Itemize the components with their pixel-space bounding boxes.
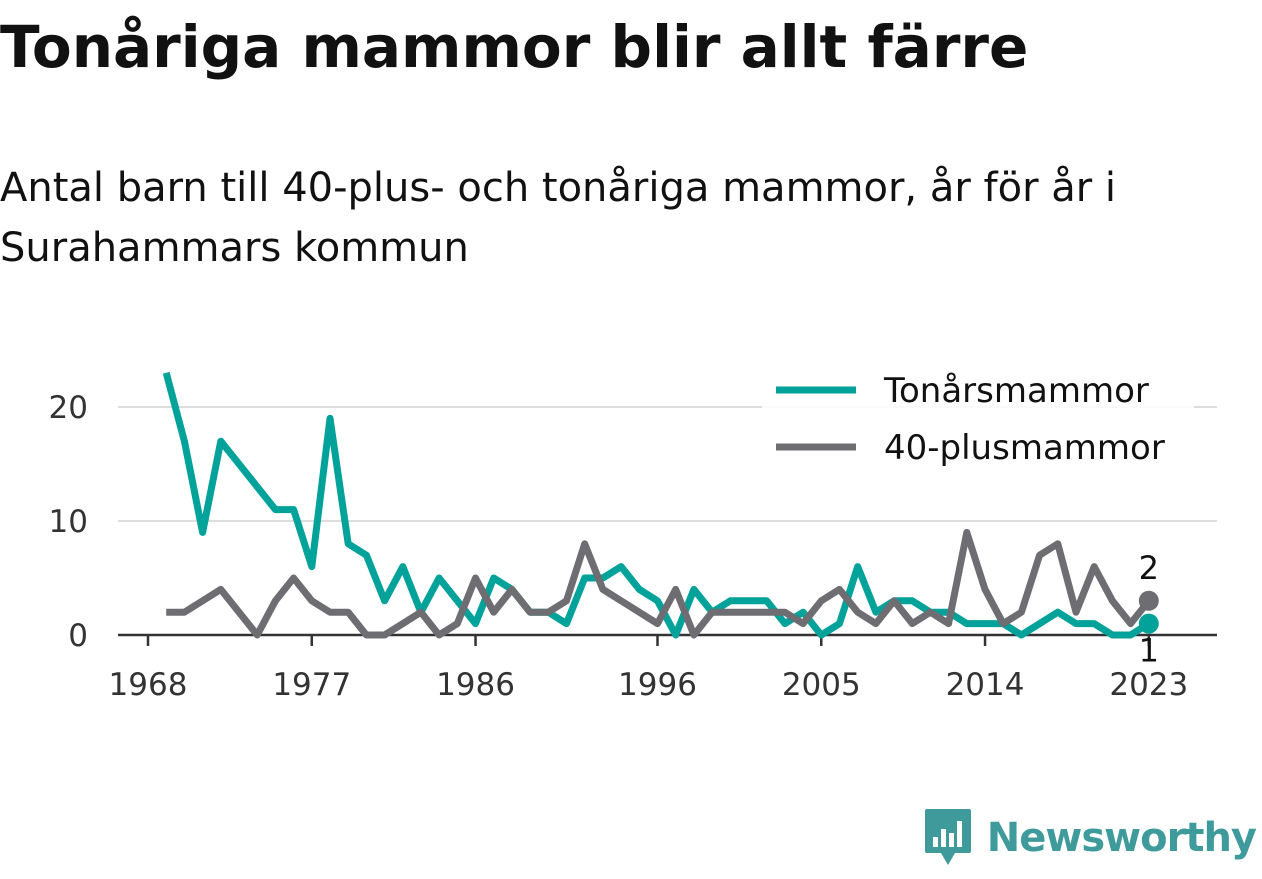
legend-label: Tonårsmammor	[883, 371, 1149, 411]
newsworthy-logo: Newsworthy	[923, 807, 1257, 869]
y-tick-label: 0	[68, 618, 88, 654]
x-tick-label: 2023	[1109, 667, 1188, 703]
page-subtitle: Antal barn till 40-plus- och tonåriga ma…	[0, 165, 1117, 271]
logo-wordmark: Newsworthy	[986, 815, 1257, 861]
legend: Tonårsmammor 40-plusmammor	[762, 371, 1194, 480]
legend-label: 40-plusmammor	[884, 428, 1165, 468]
x-tick-label: 1968	[109, 667, 188, 703]
x-tick-label: 2014	[946, 667, 1025, 703]
series-line-tonarsmammor	[162, 371, 1151, 639]
page-title: Tonåriga mammor blir allt färre	[0, 13, 1029, 81]
end-value-label: 2	[1139, 549, 1159, 587]
x-axis: 1968 1977 1986 1996 2005 2014 2023	[109, 633, 1217, 703]
y-tick-label: 20	[49, 390, 88, 426]
end-point-marker	[1138, 590, 1159, 611]
series-lines	[162, 371, 1152, 639]
y-tick-label: 10	[49, 504, 88, 540]
series-line-40-plusmammor	[166, 528, 1152, 639]
x-tick-label: 1986	[436, 667, 515, 703]
x-tick-label: 2005	[782, 667, 861, 703]
end-point-marker	[1138, 613, 1159, 634]
x-tick-label: 1977	[272, 667, 351, 703]
x-tick-label: 1996	[618, 667, 697, 703]
bar-chart-pin-icon	[924, 809, 971, 865]
end-value-label: 1	[1139, 632, 1159, 670]
end-markers: 21	[1139, 549, 1159, 670]
y-axis-labels: 0 10 20	[49, 390, 88, 654]
